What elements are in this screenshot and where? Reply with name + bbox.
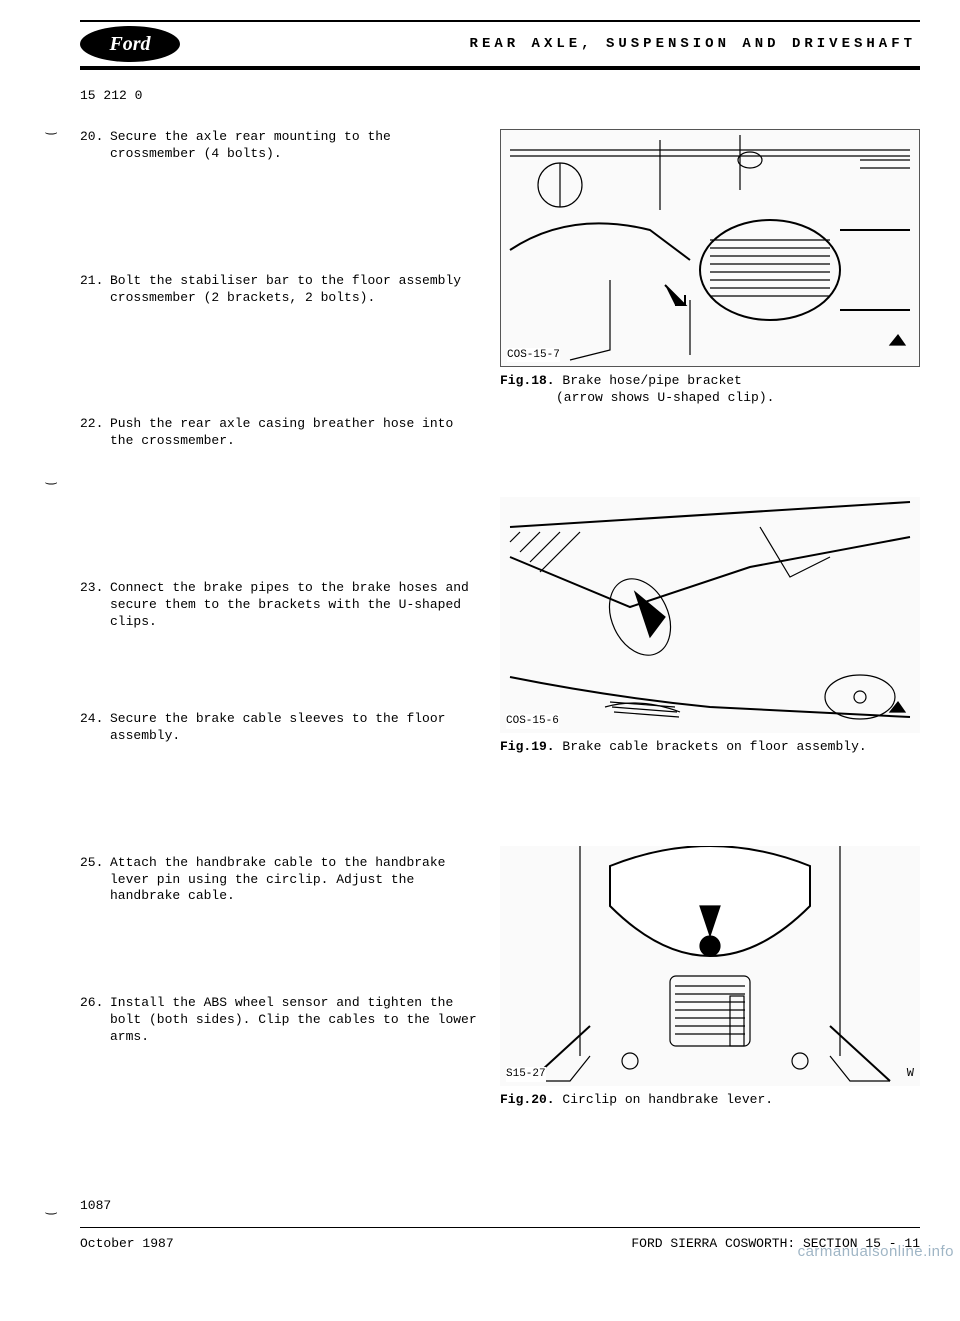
step-text: Connect the brake pipes to the brake hos… (110, 580, 480, 631)
step-number: 20. (80, 129, 110, 163)
step: 26. Install the ABS wheel sensor and tig… (80, 995, 480, 1046)
step: 20. Secure the axle rear mounting to the… (80, 129, 480, 163)
step-number: 26. (80, 995, 110, 1046)
figure-lead: Fig.19. (500, 739, 555, 754)
figure-caption: Fig.19. Brake cable brackets on floor as… (500, 739, 920, 756)
diagram-svg (500, 497, 920, 733)
figure-caption: Fig.20. Circlip on handbrake lever. (500, 1092, 920, 1109)
step-number: 24. (80, 711, 110, 745)
left-column: 20. Secure the axle rear mounting to the… (80, 129, 480, 1139)
step: 23. Connect the brake pipes to the brake… (80, 580, 480, 631)
binding-mark: ⌣ (44, 126, 58, 143)
header-title: REAR AXLE, SUSPENSION AND DRIVESHAFT (210, 35, 920, 53)
footer-line: October 1987 FORD SIERRA COSWORTH: SECTI… (80, 1227, 920, 1253)
step-number: 23. (80, 580, 110, 631)
step: 22. Push the rear axle casing breather h… (80, 416, 480, 450)
figure-image: COS-15-6 (500, 497, 920, 733)
figure-caption-text: Circlip on handbrake lever. (562, 1092, 773, 1107)
ford-logo: Ford (80, 26, 180, 62)
step-text: Install the ABS wheel sensor and tighten… (110, 995, 480, 1046)
figure-image: COS-15-7 (500, 129, 920, 367)
figure-code: S15-27 (506, 1067, 546, 1081)
binding-mark: ⌣ (44, 1206, 58, 1223)
step-number: 21. (80, 273, 110, 307)
step-text: Attach the handbrake cable to the handbr… (110, 855, 480, 906)
diagram-svg (501, 130, 919, 366)
binding-mark: ⌣ (44, 476, 58, 493)
figure-image: S15-27 W (500, 846, 920, 1086)
step-text: Secure the brake cable sleeves to the fl… (110, 711, 480, 745)
figure-18: COS-15-7 Fig.18. Brake hose/pipe bracket… (500, 129, 920, 407)
figure-code-right: W (907, 1066, 914, 1082)
spacer (500, 437, 920, 497)
figure-lead: Fig.18. (500, 373, 555, 388)
figure-lead: Fig.20. (500, 1092, 555, 1107)
figure-caption: Fig.18. Brake hose/pipe bracket (arrow s… (500, 373, 920, 407)
step: 25. Attach the handbrake cable to the ha… (80, 855, 480, 906)
step: 24. Secure the brake cable sleeves to th… (80, 711, 480, 745)
figure-19: COS-15-6 Fig.19. Brake cable brackets on… (500, 497, 920, 756)
figure-20: S15-27 W Fig.20. Circlip on handbrake le… (500, 846, 920, 1109)
step-text: Push the rear axle casing breather hose … (110, 416, 480, 450)
figure-caption-sub: (arrow shows U-shaped clip). (500, 390, 920, 407)
content-columns: 20. Secure the axle rear mounting to the… (80, 129, 920, 1139)
step: 21. Bolt the stabiliser bar to the floor… (80, 273, 480, 307)
figure-code: COS-15-7 (507, 348, 560, 362)
footer-date: October 1987 (80, 1236, 174, 1253)
diagram-svg (500, 846, 920, 1086)
spacer (500, 786, 920, 846)
step-number: 22. (80, 416, 110, 450)
step-number: 25. (80, 855, 110, 906)
figure-caption-text: Brake hose/pipe bracket (562, 373, 741, 388)
page-number: 1087 (80, 1198, 920, 1215)
figure-code: COS-15-6 (506, 714, 559, 728)
page: ⌣ ⌣ ⌣ Ford REAR AXLE, SUSPENSION AND DRI… (0, 0, 960, 1263)
figure-caption-text: Brake cable brackets on floor assembly. (562, 739, 866, 754)
header-bar: Ford REAR AXLE, SUSPENSION AND DRIVESHAF… (80, 20, 920, 70)
step-text: Secure the axle rear mounting to the cro… (110, 129, 480, 163)
logo-text: Ford (109, 31, 150, 57)
watermark: carmanualsonline.info (798, 1242, 954, 1262)
right-column: COS-15-7 Fig.18. Brake hose/pipe bracket… (500, 129, 920, 1139)
footer: 1087 October 1987 FORD SIERRA COSWORTH: … (80, 1198, 920, 1253)
section-code: 15 212 0 (80, 88, 920, 105)
step-text: Bolt the stabiliser bar to the floor ass… (110, 273, 480, 307)
